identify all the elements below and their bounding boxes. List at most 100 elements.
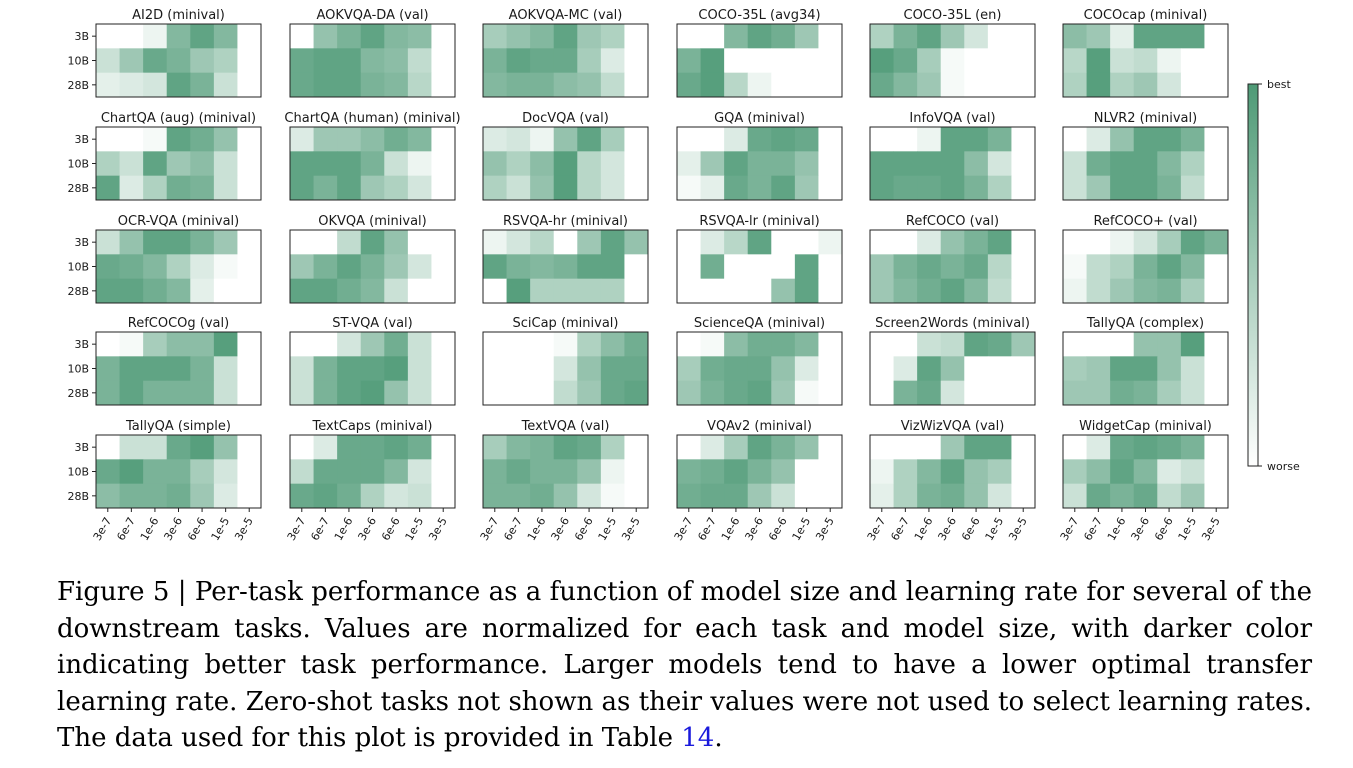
panel-frame — [482, 23, 649, 98]
heatmap-cell — [407, 278, 432, 304]
heatmap-cell — [1180, 72, 1205, 98]
heatmap-cell — [1110, 435, 1135, 460]
heatmap-cell — [893, 459, 918, 485]
colorbar-best-label: best — [1267, 78, 1291, 91]
heatmap-cell — [917, 127, 942, 152]
panel-title: COCOcap (minival) — [1084, 8, 1208, 23]
heatmap-cell — [483, 356, 507, 382]
heatmap-cell — [190, 332, 215, 357]
heatmap-cell — [1063, 278, 1087, 304]
heatmap-cell — [237, 356, 262, 382]
heatmap-cell — [483, 332, 507, 357]
heatmap-cell — [213, 459, 238, 485]
heatmap-cell — [384, 459, 409, 485]
column-label: 6e-7 — [695, 515, 719, 543]
heatmap-cell — [337, 151, 362, 177]
heatmap-cell — [530, 175, 555, 201]
column-label: 6e-7 — [888, 515, 912, 543]
heatmap-cell — [677, 459, 701, 485]
heatmap-cell — [384, 356, 409, 382]
table-14-link[interactable]: 14 — [681, 723, 715, 753]
heatmap-cell — [600, 483, 625, 509]
heatmap-panel: Screen2Words (minival) — [869, 316, 1036, 406]
heatmap-cell — [166, 483, 191, 509]
column-label: 3e-7 — [91, 515, 115, 543]
heatmap-cell — [360, 356, 385, 382]
heatmap-cell — [1204, 127, 1229, 152]
heatmap-cell — [96, 380, 120, 406]
heatmap-cell — [119, 332, 144, 357]
heatmap-cell — [237, 254, 262, 280]
heatmap-cell — [96, 151, 120, 177]
heatmap-cell — [166, 72, 191, 98]
heatmap-cell — [940, 459, 965, 485]
heatmap-cell — [747, 332, 772, 357]
heatmap-cell — [1110, 151, 1135, 177]
heatmap-cell — [143, 151, 168, 177]
heatmap-cell — [1157, 230, 1182, 255]
heatmap-cell — [337, 483, 362, 509]
heatmap-cell — [1063, 356, 1087, 382]
heatmap-cell — [337, 127, 362, 152]
heatmap-cell — [313, 230, 338, 255]
heatmap-cell — [96, 24, 120, 49]
heatmap-cell — [987, 48, 1012, 74]
heatmap-cell — [1180, 175, 1205, 201]
heatmap-cell — [577, 24, 602, 49]
heatmap-cell — [143, 24, 168, 49]
heatmap-cell — [483, 483, 507, 509]
heatmap-cell — [384, 151, 409, 177]
heatmap-cell — [577, 151, 602, 177]
heatmap-cell — [1133, 459, 1158, 485]
column-label: 3e-6 — [742, 515, 766, 543]
heatmap-cell — [483, 175, 507, 201]
heatmap-cell — [818, 459, 843, 485]
heatmap-cell — [794, 332, 819, 357]
heatmap-cell — [577, 230, 602, 255]
panel-title: TallyQA (simple) — [125, 419, 231, 434]
heatmap-cell — [818, 356, 843, 382]
heatmap-cell — [143, 459, 168, 485]
heatmap-cell — [384, 230, 409, 255]
heatmap-cell — [987, 72, 1012, 98]
heatmap-cell — [1063, 48, 1087, 74]
row-label: 28B — [67, 387, 89, 400]
heatmap-cell — [166, 127, 191, 152]
heatmap-cell — [1180, 24, 1205, 49]
panel-title: RefCOCOg (val) — [128, 316, 229, 331]
heatmap-cell — [870, 72, 894, 98]
column-label: 1e-6 — [912, 515, 936, 543]
heatmap-cell — [143, 380, 168, 406]
heatmap-cell — [724, 459, 749, 485]
heatmap-cell — [747, 72, 772, 98]
heatmap-panel: ChartQA (human) (minival) — [284, 111, 461, 201]
panel-frame — [289, 23, 456, 98]
column-label: 1e-5 — [983, 515, 1007, 543]
heatmap-cell — [237, 151, 262, 177]
heatmap-panel: ST-VQA (val) — [289, 316, 456, 406]
panel-frame — [676, 229, 843, 304]
heatmap-cell — [190, 230, 215, 255]
heatmap-cell — [190, 72, 215, 98]
heatmap-cell — [870, 380, 894, 406]
heatmap-cell — [964, 356, 989, 382]
heatmap-cell — [337, 254, 362, 280]
heatmap-cell — [143, 127, 168, 152]
panel-frame — [869, 23, 1036, 98]
heatmap-cell — [1011, 380, 1036, 406]
column-label: 1e-5 — [1176, 515, 1200, 543]
heatmap-cell — [893, 72, 918, 98]
heatmap-cell — [119, 72, 144, 98]
heatmap-cell — [893, 175, 918, 201]
heatmap-cell — [794, 483, 819, 509]
heatmap-cell — [724, 380, 749, 406]
heatmap-cell — [96, 332, 120, 357]
heatmap-cell — [917, 230, 942, 255]
heatmap-cell — [553, 175, 578, 201]
heatmap-cell — [577, 278, 602, 304]
heatmap-cell — [987, 127, 1012, 152]
heatmap-cell — [506, 356, 531, 382]
heatmap-cell — [724, 332, 749, 357]
heatmap-cell — [553, 332, 578, 357]
heatmap-cell — [577, 72, 602, 98]
